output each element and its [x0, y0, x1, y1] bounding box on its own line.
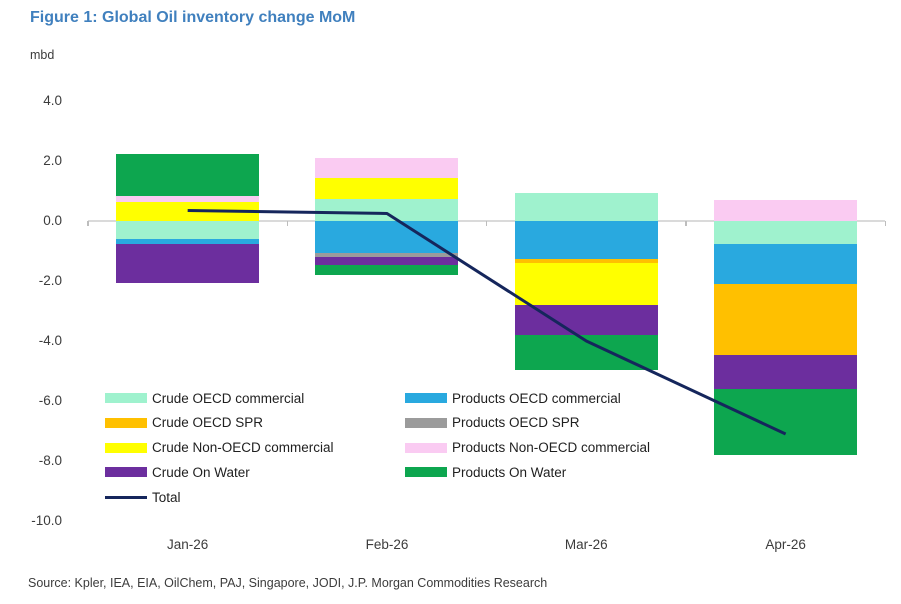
bar-segment-mar-26-crude-non-oecd-commercial [514, 263, 658, 305]
bar-segment-mar-26-crude-oecd-commercial [514, 192, 658, 221]
legend-label: Total [152, 489, 181, 505]
bar-segment-apr-26-products-on-water [714, 389, 858, 455]
legend-label: Crude On Water [152, 464, 250, 480]
y-axis-tick-label: 4.0 [43, 93, 62, 108]
bar-segment-apr-26-products-non-oecd-commercial [714, 200, 858, 221]
legend-item-products-non-oecd-commercial: Products Non-OECD commercial [405, 438, 650, 458]
legend-swatch-crude-on-water [105, 467, 147, 478]
bar-segment-feb-26-crude-on-water [315, 257, 459, 265]
legend-swatch-products-non-oecd-commercial [405, 442, 447, 453]
legend-item-products-oecd-commercial: Products OECD commercial [405, 388, 621, 408]
legend-swatch-products-oecd-commercial [405, 393, 447, 403]
legend-label: Products Non-OECD commercial [452, 440, 651, 456]
bar-segment-feb-26-crude-oecd-commercial [315, 198, 459, 221]
page-title: Figure 1: Global Oil inventory change Mo… [30, 9, 356, 26]
bar-segment-apr-26-crude-oecd-commercial [714, 221, 858, 244]
y-axis-tick-label: -8.0 [38, 453, 62, 468]
bar-segment-jan-26-products-on-water [116, 153, 260, 196]
bar-segment-apr-26-products-oecd-commercial [714, 243, 858, 284]
legend-label: Products OECD SPR [452, 415, 580, 431]
legend-label: Products OECD commercial [452, 390, 621, 406]
bar-segment-feb-26-products-oecd-commercial [315, 221, 459, 253]
bar-segment-mar-26-crude-on-water [514, 305, 658, 335]
y-axis-tick-label: -2.0 [38, 273, 62, 288]
y-axis-tick-label: 2.0 [43, 153, 62, 168]
legend-item-crude-on-water: Crude On Water [105, 462, 250, 482]
legend-item-crude-oecd-commercial: Crude OECD commercial [105, 388, 304, 408]
legend-label: Crude OECD commercial [152, 390, 305, 406]
bar-segment-jan-26-products-non-oecd-commercial [116, 195, 260, 202]
legend-label: Crude Non-OECD commercial [152, 440, 334, 456]
bar-segment-mar-26-products-on-water [514, 335, 658, 370]
y-axis-tick-label: -4.0 [38, 333, 62, 348]
legend-label: Crude OECD SPR [152, 415, 264, 431]
x-axis-label-feb-26: Feb-26 [365, 537, 409, 552]
bar-segment-apr-26-crude-on-water [714, 354, 858, 389]
legend-item-products-on-water: Products On Water [405, 462, 566, 482]
bar-segment-apr-26-crude-oecd-spr [714, 284, 858, 355]
x-axis-tick [286, 221, 289, 226]
y-axis-tick-label: -10.0 [31, 513, 62, 528]
bar-segment-feb-26-crude-non-oecd-commercial [315, 177, 459, 199]
legend-swatch-crude-oecd-commercial [105, 393, 147, 403]
y-axis-tick-label: -6.0 [38, 393, 62, 408]
x-axis-tick [884, 221, 887, 226]
legend-swatch-products-oecd-spr [405, 417, 447, 428]
legend-swatch-crude-non-oecd-commercial [105, 442, 147, 453]
x-axis-label-jan-26: Jan-26 [167, 537, 209, 552]
bar-segment-feb-26-products-on-water [315, 264, 459, 275]
x-axis-tick [685, 221, 687, 226]
bar-segment-jan-26-crude-on-water [116, 243, 260, 283]
x-axis-label-mar-26: Mar-26 [564, 537, 608, 552]
y-axis-tick-label: 0.0 [43, 213, 62, 228]
legend-item-total: Total [105, 487, 181, 507]
x-axis-tick [87, 221, 89, 226]
bar-segment-mar-26-products-oecd-commercial [514, 221, 658, 259]
legend-swatch-products-on-water [405, 467, 447, 478]
legend-item-crude-oecd-spr: Crude OECD SPR [105, 413, 263, 433]
x-axis-tick [485, 221, 488, 226]
source-note: Source: Kpler, IEA, EIA, OilChem, PAJ, S… [28, 576, 548, 590]
legend-swatch-total [105, 495, 147, 499]
bar-segment-jan-26-crude-non-oecd-commercial [116, 201, 260, 221]
legend-swatch-crude-oecd-spr [105, 417, 147, 428]
y-axis-unit-label: mbd [30, 48, 55, 62]
legend-label: Products On Water [452, 464, 567, 480]
bar-segment-feb-26-products-non-oecd-commercial [315, 158, 459, 178]
x-axis-label-apr-26: Apr-26 [765, 537, 806, 552]
legend-item-crude-non-oecd-commercial: Crude Non-OECD commercial [105, 438, 334, 458]
bar-segment-jan-26-crude-oecd-commercial [116, 221, 260, 239]
legend-item-products-oecd-spr: Products OECD SPR [405, 413, 580, 433]
